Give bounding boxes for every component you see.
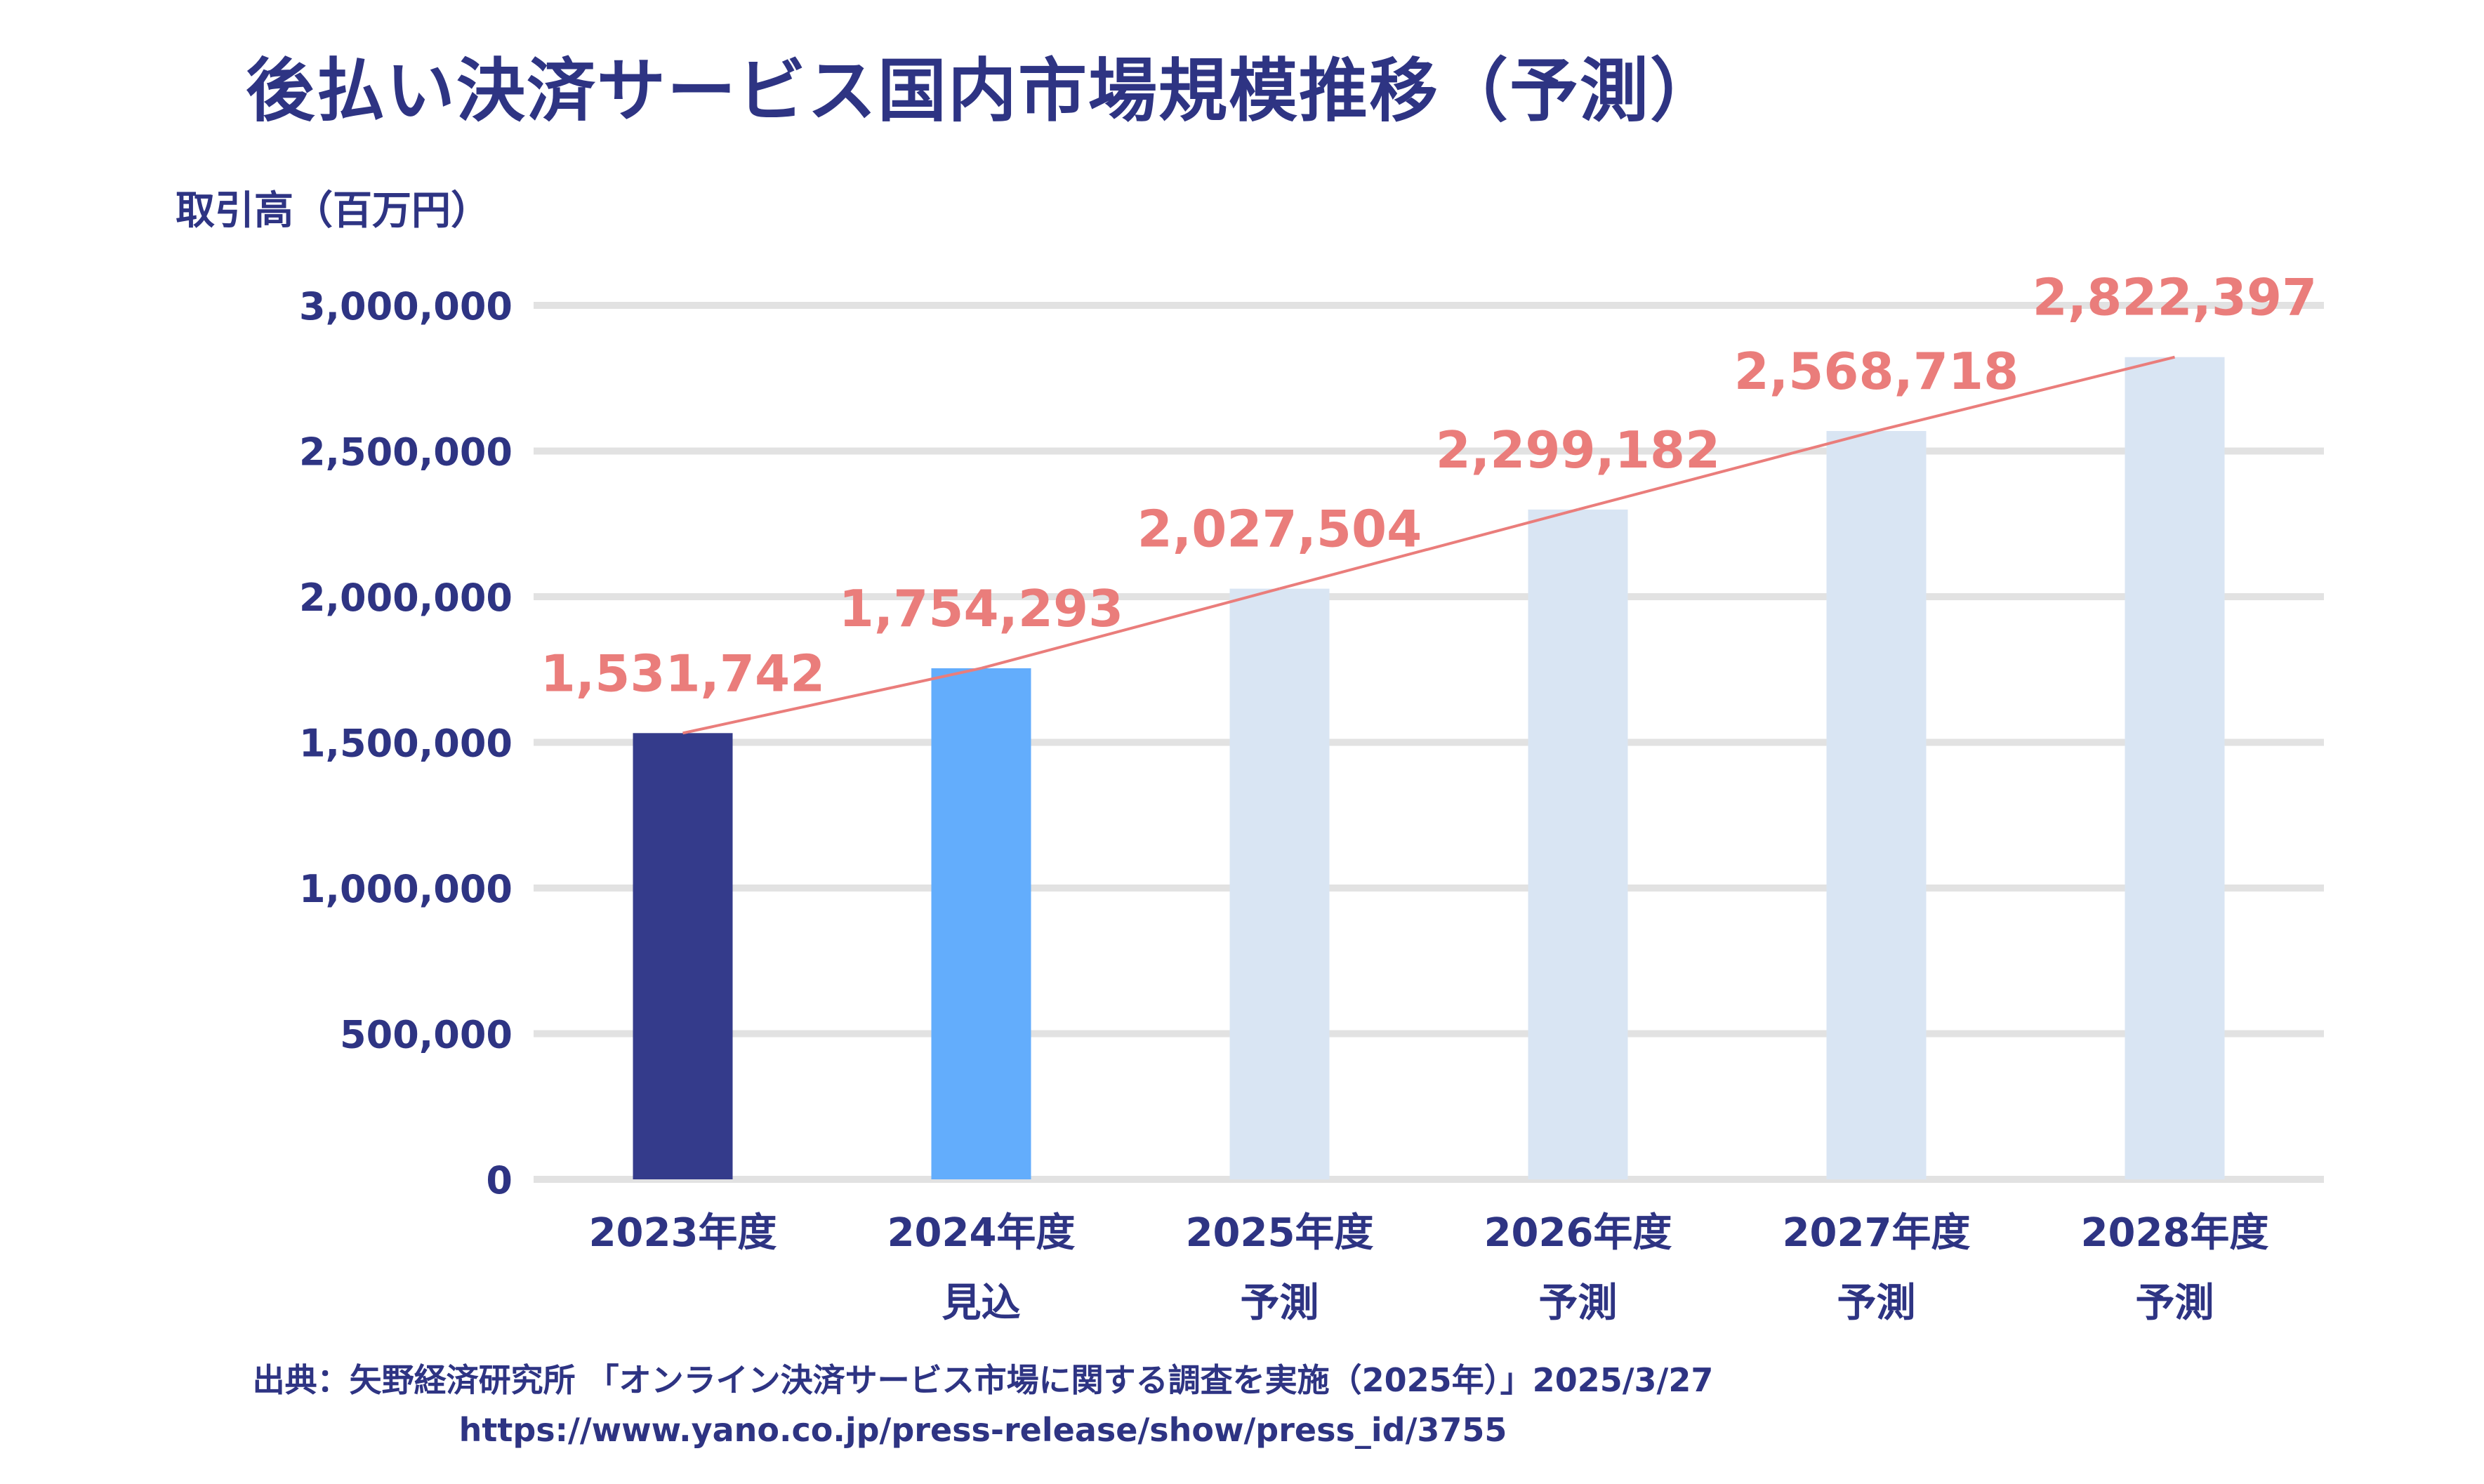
source-url: https://www.yano.co.jp/press-release/sho… <box>458 1411 1507 1449</box>
data-label: 2,027,504 <box>1137 500 1422 559</box>
data-label: 1,754,293 <box>839 579 1123 638</box>
y-axis-label: 取引高（百万円） <box>176 188 490 234</box>
y-tick-label: 1,000,000 <box>299 867 513 911</box>
trend-line-segment <box>682 667 982 735</box>
data-label: 2,299,182 <box>1436 420 1720 479</box>
y-tick-label: 1,500,000 <box>299 722 513 766</box>
chart-title: 後払い決済サービス国内市場規模推移（予測） <box>245 51 1720 131</box>
bar <box>1528 509 1628 1179</box>
x-tick-label: 2027年度 <box>1783 1210 1971 1256</box>
x-tick-label: 予測 <box>1539 1280 1618 1326</box>
y-tick-label: 2,500,000 <box>299 430 513 475</box>
trend-line-segment <box>980 587 1281 670</box>
trend-line-segment <box>1876 355 2175 432</box>
data-label: 2,822,397 <box>2033 268 2317 327</box>
y-tick-label: 500,000 <box>340 1013 513 1057</box>
x-tick-label: 予測 <box>1837 1280 1916 1326</box>
x-tick-label: 2023年度 <box>589 1210 777 1256</box>
y-tick-label: 2,000,000 <box>299 576 513 620</box>
bar <box>2125 357 2225 1180</box>
x-tick-label: 2025年度 <box>1186 1210 1374 1256</box>
data-label: 1,531,742 <box>541 644 825 703</box>
x-tick-label: 2028年度 <box>2081 1210 2269 1256</box>
x-tick-label: 見込 <box>942 1280 1021 1326</box>
x-tick-label: 予測 <box>2136 1280 2214 1326</box>
bar <box>931 668 1031 1179</box>
y-tick-label: 3,000,000 <box>299 284 513 329</box>
data-label: 2,568,718 <box>1734 342 2019 401</box>
trend-line-segment <box>1577 430 1877 511</box>
bar <box>1229 588 1330 1179</box>
trend-line-segment <box>1279 508 1579 590</box>
bar <box>1826 430 1927 1179</box>
x-tick-label: 予測 <box>1241 1280 1319 1326</box>
bar <box>633 733 733 1179</box>
x-tick-label: 2026年度 <box>1484 1210 1672 1256</box>
source-citation: 出典：矢野経済研究所 「オンライン決済サービス市場に関する調査を実施（2025年… <box>252 1361 1714 1399</box>
x-tick-label: 2024年度 <box>887 1210 1076 1256</box>
y-tick-label: 0 <box>486 1158 513 1203</box>
